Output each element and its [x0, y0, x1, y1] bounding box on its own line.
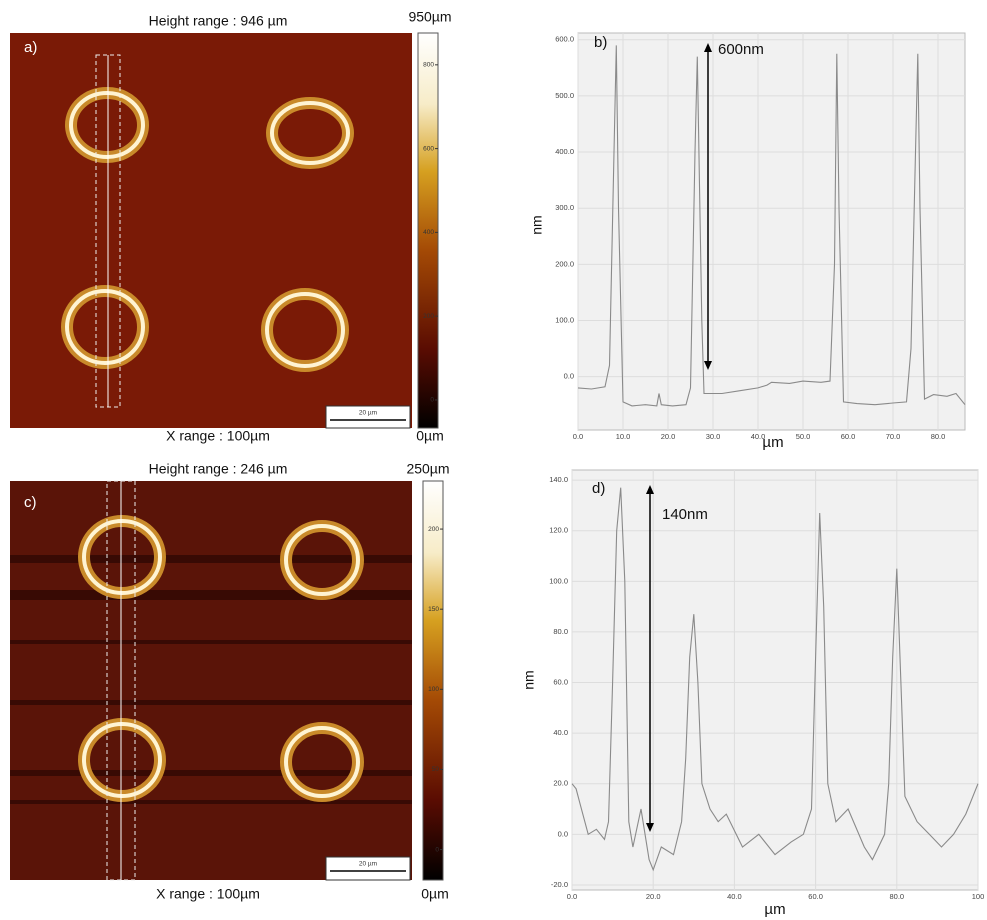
x-tick-label: 60.0	[841, 432, 856, 441]
profile-line	[577, 45, 966, 407]
panel-label: b)	[594, 34, 607, 51]
y-tick-label: 600.0	[555, 35, 574, 44]
panel-label: a)	[24, 39, 37, 56]
x-tick-label: 20.0	[646, 892, 661, 901]
annotation: 600nm	[718, 41, 764, 58]
panel-label: d)	[592, 480, 605, 497]
colorbar-tick-label: 0	[435, 846, 439, 853]
colorbar-tick-label: 600	[423, 145, 434, 152]
scale-bar-label: 20 µm	[359, 410, 377, 417]
colorbar-tick-label: 150	[428, 606, 439, 613]
panel-label: c)	[24, 494, 37, 511]
y-tick-label: 0.0	[564, 372, 574, 381]
ring-crest	[82, 722, 162, 798]
colorbar-tick-label: 50	[432, 766, 440, 773]
colorbar	[417, 32, 439, 429]
y-axis-label: nm	[529, 215, 545, 234]
x-range-label: X range : 100µm	[156, 886, 260, 902]
x-tick-label: 100	[972, 892, 985, 901]
plot-area	[571, 469, 979, 891]
profile-line	[571, 487, 979, 872]
scale-bar-box	[325, 405, 411, 429]
arrow-head	[646, 823, 654, 832]
colorbar-min-label: 0µm	[421, 886, 449, 902]
y-tick-label: 80.0	[553, 627, 568, 636]
ring-crest	[270, 101, 350, 165]
scan-band	[10, 700, 412, 705]
colorbar-tick-label: 200	[428, 526, 439, 533]
x-tick-label: 0.0	[567, 892, 577, 901]
colorbar	[422, 480, 444, 881]
scale-bar-box	[325, 856, 411, 881]
y-tick-label: 40.0	[553, 728, 568, 737]
x-tick-label: 50.0	[796, 432, 811, 441]
x-tick-label: 80.0	[931, 432, 946, 441]
ring-crest	[65, 289, 145, 365]
ring-crest	[284, 726, 360, 798]
x-tick-label: 70.0	[886, 432, 901, 441]
colorbar-min-label: 0µm	[416, 428, 444, 444]
image-title: Height range : 946 µm	[149, 13, 288, 29]
y-tick-label: 60.0	[553, 678, 568, 687]
y-tick-label: 120.0	[549, 526, 568, 535]
y-axis-label: nm	[521, 670, 537, 689]
ring-crest	[284, 524, 360, 596]
x-tick-label: 40.0	[727, 892, 742, 901]
y-tick-label: 400.0	[555, 147, 574, 156]
x-tick-label: 20.0	[661, 432, 676, 441]
y-tick-label: 0.0	[558, 829, 568, 838]
x-tick-label: 80.0	[889, 892, 904, 901]
x-tick-label: 10.0	[616, 432, 631, 441]
arrow-head	[704, 361, 712, 370]
y-tick-label: 200.0	[555, 259, 574, 268]
y-tick-label: 20.0	[553, 779, 568, 788]
x-axis-label: µm	[762, 434, 783, 451]
scan-band	[10, 770, 412, 776]
scan-band	[10, 555, 412, 563]
y-tick-label: 100.0	[555, 315, 574, 324]
ring-crest	[82, 519, 162, 595]
colorbar-tick-label: 400	[423, 229, 434, 236]
afm-image	[10, 33, 412, 428]
scan-band	[10, 640, 412, 644]
y-tick-label: 500.0	[555, 91, 574, 100]
arrow-head	[704, 43, 712, 52]
scan-band	[10, 590, 412, 600]
x-tick-label: 0.0	[573, 432, 583, 441]
x-axis-label: µm	[764, 901, 785, 918]
annotation: 140nm	[662, 506, 708, 523]
image-title: Height range : 246 µm	[149, 461, 288, 477]
y-tick-label: 300.0	[555, 203, 574, 212]
y-tick-label: 140.0	[549, 475, 568, 484]
x-tick-label: 40.0	[751, 432, 766, 441]
y-tick-label: -20.0	[551, 880, 568, 889]
colorbar-tick-label: 0	[430, 397, 434, 404]
x-range-label: X range : 100µm	[166, 428, 270, 444]
colorbar-tick-label: 800	[423, 62, 434, 69]
ring-crest	[265, 292, 345, 368]
colorbar-tick-label: 200	[423, 313, 434, 320]
x-tick-label: 30.0	[706, 432, 721, 441]
y-tick-label: 100.0	[549, 576, 568, 585]
colorbar-tick-label: 100	[428, 686, 439, 693]
x-tick-label: 60.0	[808, 892, 823, 901]
plot-area	[577, 32, 966, 431]
arrow-head	[646, 485, 654, 494]
colorbar-max-label: 950µm	[408, 9, 451, 25]
afm-image	[10, 481, 412, 880]
scan-band	[10, 800, 412, 804]
scale-bar-label: 20 µm	[359, 861, 377, 868]
colorbar-max-label: 250µm	[406, 461, 449, 477]
ring-crest	[69, 91, 145, 159]
